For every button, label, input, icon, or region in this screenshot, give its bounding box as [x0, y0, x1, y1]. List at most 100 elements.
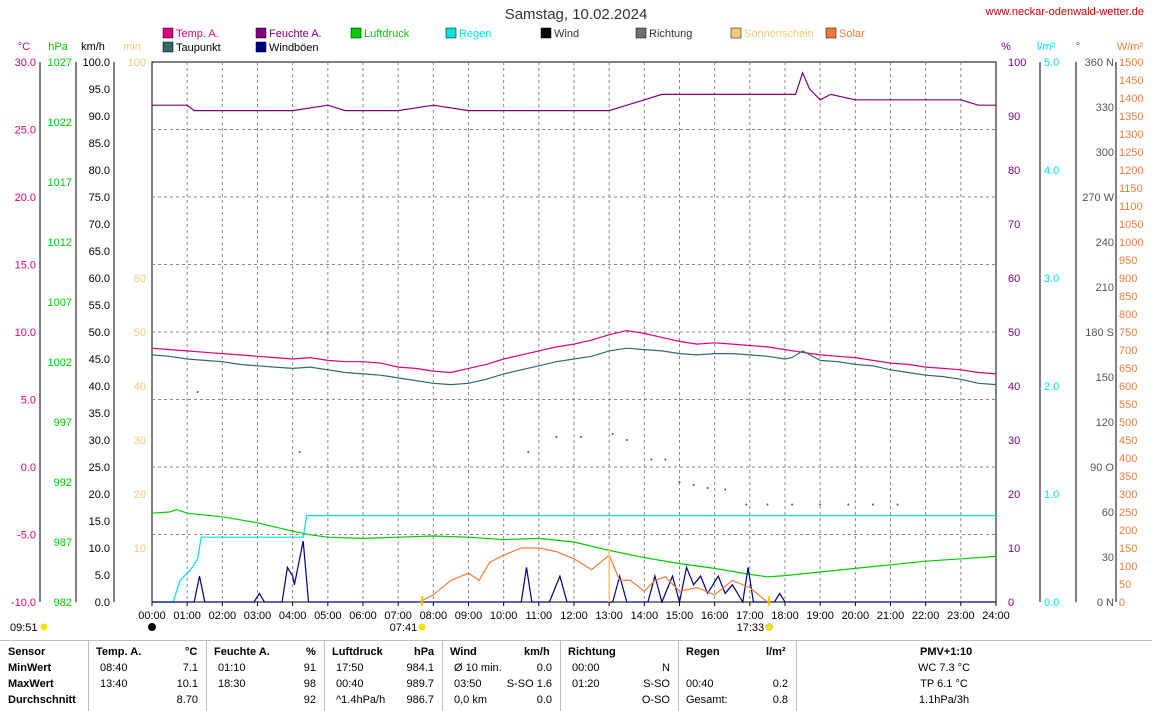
- table-cell-press-val: 986.7: [406, 694, 434, 706]
- site-link[interactable]: www.neckar-odenwald-wetter.de: [985, 6, 1144, 18]
- sun-axis-unit: min: [123, 41, 141, 53]
- table-header-temp: Temp. A.: [96, 646, 142, 658]
- x-tick-label: 13:00: [595, 610, 623, 622]
- direction-point: [766, 503, 769, 506]
- temp-axis-tick-label: 0.0: [21, 462, 36, 474]
- sun-axis-tick-label: 40: [134, 381, 146, 393]
- solar-axis-tick-label: 500: [1119, 417, 1137, 429]
- table-cell-press-time: 17:50: [336, 662, 364, 674]
- pressure-axis-tick-label: 987: [54, 537, 72, 549]
- humidity-axis-tick-label: 90: [1008, 111, 1020, 123]
- x-tick-label: 12:00: [560, 610, 588, 622]
- x-tick-label: 23:00: [947, 610, 975, 622]
- temp-axis-tick-label: 10.0: [15, 327, 36, 339]
- x-tick-label: 10:00: [490, 610, 518, 622]
- table-cell-dir-time: 01:20: [572, 678, 600, 690]
- table-header-rain-unit: l/m²: [766, 646, 786, 658]
- x-tick-label: 01:00: [173, 610, 201, 622]
- temp-axis-tick-label: -5.0: [17, 530, 36, 542]
- solar-axis-tick-label: 300: [1119, 489, 1137, 501]
- legend-swatch: [162, 27, 174, 39]
- x-tick-label: 05:00: [314, 610, 342, 622]
- direction-point: [745, 503, 748, 506]
- rain-axis-tick-label: 1.0: [1044, 489, 1059, 501]
- sunset-icon: [765, 623, 773, 631]
- solar-axis-tick-label: 200: [1119, 525, 1137, 537]
- sun-axis-tick-label: 20: [134, 489, 146, 501]
- direction-axis-tick-label: 240: [1096, 237, 1114, 249]
- legend-swatch: [162, 41, 174, 53]
- solar-axis-tick-label: 700: [1119, 345, 1137, 357]
- pressure-axis-unit: hPa: [48, 41, 68, 53]
- moon-phase-icon: [148, 623, 156, 631]
- table-cell-dir-time: 00:00: [572, 662, 600, 674]
- solar-axis-tick-label: 1100: [1119, 201, 1143, 213]
- solar-axis-tick-label: 650: [1119, 363, 1137, 375]
- direction-point: [706, 487, 709, 489]
- legend-swatch: [255, 27, 267, 39]
- direction-point: [692, 484, 695, 486]
- humidity-axis-tick-label: 100: [1008, 57, 1026, 69]
- pressure-axis-tick-label: 1012: [48, 237, 72, 249]
- direction-axis-tick-label: 360 N: [1085, 57, 1114, 69]
- table-cell-label: Durchschnitt: [8, 694, 76, 706]
- x-tick-label: 06:00: [349, 610, 377, 622]
- table-cell-hum-time: 01:10: [218, 662, 246, 674]
- table-cell-wind-val: 0.0: [536, 662, 552, 674]
- table-cell-rain-val: 0.2: [772, 678, 788, 690]
- direction-axis-tick-label: 270 W: [1082, 192, 1114, 204]
- table-cell-dir-val: S-SO: [643, 678, 670, 690]
- table-cell-rain-val: 0.8: [772, 694, 788, 706]
- table-cell-wind-time: 03:50: [454, 678, 482, 690]
- wind-axis-tick-label: 65.0: [89, 246, 110, 258]
- table-cell-pmv: 1.1hPa/3h: [918, 694, 970, 706]
- direction-axis-tick-label: 0 N: [1097, 597, 1114, 609]
- x-tick-label: 00:00: [138, 610, 166, 622]
- solar-axis-tick-label: 800: [1119, 309, 1137, 321]
- wind-axis-tick-label: 100.0: [82, 57, 110, 69]
- legend-label: Windböen: [269, 42, 319, 54]
- rain-axis-tick-label: 2.0: [1044, 381, 1059, 393]
- table-cell-label: MinWert: [8, 662, 52, 674]
- table-cell-temp-val: 8.70: [176, 694, 198, 706]
- humidity-axis-tick-label: 20: [1008, 489, 1020, 501]
- direction-point: [791, 503, 794, 506]
- table-cell-wind-time: 0,0 km: [454, 694, 488, 706]
- humidity-axis-tick-label: 60: [1008, 273, 1020, 285]
- solar-axis-tick-label: 50: [1119, 579, 1131, 591]
- table-header-pmv: PMV+1:10: [920, 646, 973, 658]
- series-line-pressure: [151, 508, 997, 578]
- direction-point: [196, 391, 199, 393]
- x-tick-label: 20:00: [842, 610, 870, 622]
- rain-axis-tick-label: 5.0: [1044, 57, 1059, 69]
- table-cell-press-time: ^1.4hPa/h: [336, 694, 386, 706]
- table-cell-press-val: 984.1: [406, 662, 434, 674]
- chart-title: Samstag, 10.02.2024: [504, 6, 648, 23]
- wind-axis-tick-label: 40.0: [89, 381, 110, 393]
- moonrise-label: 09:51: [10, 622, 38, 634]
- wind-axis-tick-label: 35.0: [89, 408, 110, 420]
- pressure-axis-tick-label: 1022: [48, 117, 72, 129]
- solar-axis-tick-label: 1050: [1119, 219, 1143, 231]
- x-tick-label: 18:00: [771, 610, 799, 622]
- rain-axis-tick-label: 0.0: [1044, 597, 1059, 609]
- legend-label: Luftdruck: [364, 28, 410, 40]
- direction-axis-tick-label: 90 O: [1090, 462, 1114, 474]
- sun-axis-tick-label: 30: [134, 435, 146, 447]
- table-cell-temp-val: 7.1: [182, 662, 198, 674]
- legend-swatch: [255, 41, 267, 53]
- wind-axis-tick-label: 75.0: [89, 192, 110, 204]
- x-tick-label: 04:00: [279, 610, 307, 622]
- legend-label: Sonnenschein: [744, 28, 814, 40]
- wind-axis-tick-label: 70.0: [89, 219, 110, 231]
- legend-label: Wind: [554, 28, 579, 40]
- direction-axis-tick-label: 210: [1096, 282, 1114, 294]
- solar-axis-tick-label: 1150: [1119, 183, 1143, 195]
- wind-axis-tick-label: 85.0: [89, 138, 110, 150]
- legend-label: Richtung: [649, 28, 692, 40]
- wind-axis-tick-label: 90.0: [89, 111, 110, 123]
- direction-axis-unit: °: [1076, 41, 1080, 53]
- direction-point: [819, 503, 822, 506]
- table-cell-press-time: 00:40: [336, 678, 364, 690]
